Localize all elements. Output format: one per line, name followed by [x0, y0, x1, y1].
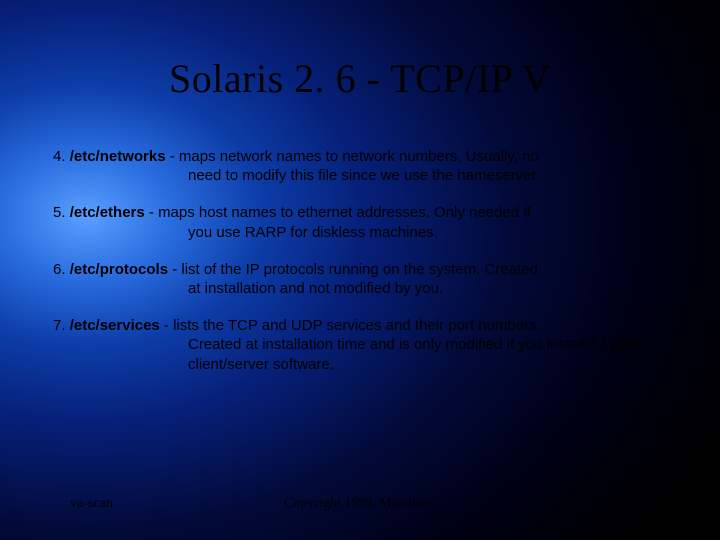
item-label: /etc/ethers [70, 204, 145, 221]
item-number: 5. [53, 204, 70, 221]
list-item: 4. /etc/networks - maps network names to… [53, 147, 667, 185]
slide-title: Solaris 2. 6 - TCP/IP V [45, 55, 675, 102]
item-number: 7. [53, 317, 70, 334]
footer-left: va-scan [70, 496, 113, 512]
item-desc-rest: you use RARP for diskless machines. [53, 223, 667, 242]
item-desc-rest: Created at installation time and is only… [53, 335, 667, 373]
item-label: /etc/networks [70, 148, 166, 165]
item-label: /etc/protocols [70, 261, 168, 278]
bullet-list: 4. /etc/networks - maps network names to… [45, 147, 675, 374]
item-label: /etc/services [70, 317, 160, 334]
item-desc-first: - maps host names to ethernet addresses.… [145, 204, 531, 221]
item-desc-first: - list of the IP protocols running on th… [168, 261, 538, 278]
item-desc-rest: need to modify this file since we use th… [53, 166, 667, 185]
footer: va-scan Copyright 1999, Marchany [0, 496, 720, 512]
list-item: 7. /etc/services - lists the TCP and UDP… [53, 316, 667, 374]
item-desc-rest: at installation and not modified by you. [53, 279, 667, 298]
item-number: 6. [53, 261, 70, 278]
item-desc-first: - maps network names to network numbers.… [166, 148, 539, 165]
list-item: 6. /etc/protocols - list of the IP proto… [53, 260, 667, 298]
item-number: 4. [53, 148, 70, 165]
list-item: 5. /etc/ethers - maps host names to ethe… [53, 203, 667, 241]
item-desc-first: - lists the TCP and UDP services and the… [160, 317, 541, 334]
